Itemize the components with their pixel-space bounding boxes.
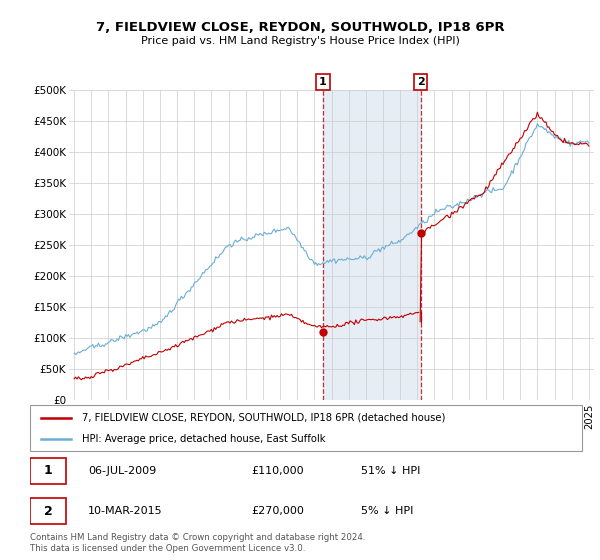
Text: 06-JUL-2009: 06-JUL-2009 xyxy=(88,466,156,476)
Text: 2: 2 xyxy=(417,77,425,87)
FancyBboxPatch shape xyxy=(30,498,66,524)
Text: 5% ↓ HPI: 5% ↓ HPI xyxy=(361,506,413,516)
Text: 2: 2 xyxy=(44,505,52,518)
Text: £270,000: £270,000 xyxy=(251,506,304,516)
Text: 51% ↓ HPI: 51% ↓ HPI xyxy=(361,466,421,476)
FancyBboxPatch shape xyxy=(30,405,582,451)
Text: 7, FIELDVIEW CLOSE, REYDON, SOUTHWOLD, IP18 6PR (detached house): 7, FIELDVIEW CLOSE, REYDON, SOUTHWOLD, I… xyxy=(82,413,446,423)
FancyBboxPatch shape xyxy=(30,458,66,484)
Text: 10-MAR-2015: 10-MAR-2015 xyxy=(88,506,163,516)
Text: Price paid vs. HM Land Registry's House Price Index (HPI): Price paid vs. HM Land Registry's House … xyxy=(140,36,460,46)
Text: 1: 1 xyxy=(44,464,52,478)
Text: 7, FIELDVIEW CLOSE, REYDON, SOUTHWOLD, IP18 6PR: 7, FIELDVIEW CLOSE, REYDON, SOUTHWOLD, I… xyxy=(95,21,505,34)
Bar xyxy=(323,90,421,400)
Text: HPI: Average price, detached house, East Suffolk: HPI: Average price, detached house, East… xyxy=(82,435,326,444)
Text: £110,000: £110,000 xyxy=(251,466,304,476)
Text: Contains HM Land Registry data © Crown copyright and database right 2024.
This d: Contains HM Land Registry data © Crown c… xyxy=(30,533,365,553)
Text: 1: 1 xyxy=(319,77,327,87)
